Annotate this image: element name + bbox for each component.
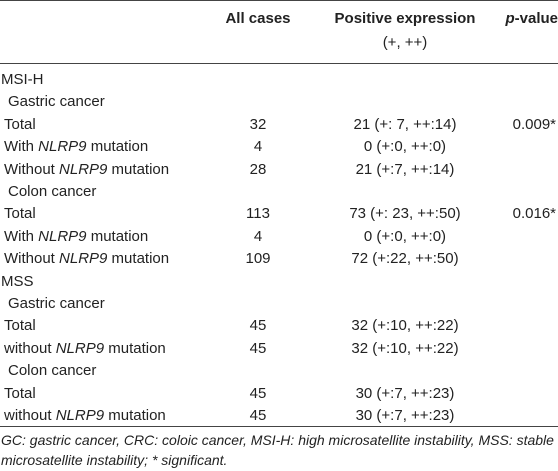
table-top-rule bbox=[0, 0, 558, 1]
table-row: Total 45 30 (+:7, ++:23) bbox=[0, 382, 558, 406]
cell-all-cases: 4 bbox=[253, 138, 263, 156]
header-p-rest: -value bbox=[514, 10, 558, 27]
row-label-suffix: mutation bbox=[86, 138, 149, 156]
cell-positive-expression: 73 (+: 23, ++:50) bbox=[349, 205, 461, 223]
row-label: Without NLRP9 mutation bbox=[4, 158, 169, 182]
row-label: MSI-H bbox=[1, 68, 44, 92]
table-row: MSI-H bbox=[0, 68, 558, 92]
table-row: MSS bbox=[0, 270, 558, 294]
row-label-suffix: mutation bbox=[107, 160, 170, 178]
row-label-text: Gastric cancer bbox=[8, 93, 105, 111]
header-all-cases: All cases bbox=[225, 10, 291, 27]
header-positive-line2: (+, ++) bbox=[382, 34, 428, 51]
row-label-suffix: mutation bbox=[86, 227, 149, 245]
cell-positive-expression: 0 (+:0, ++:0) bbox=[363, 138, 447, 156]
gene-name: NLRP9 bbox=[59, 250, 108, 268]
header-positive-line1: Positive expression bbox=[334, 10, 476, 27]
cell-positive-expression: 21 (+: 7, ++:14) bbox=[353, 115, 457, 133]
row-label: Total bbox=[4, 382, 36, 406]
cell-p-value: 0.009* bbox=[512, 115, 556, 133]
header-p-value: p-value bbox=[500, 7, 558, 31]
table-row: Gastric cancer bbox=[0, 292, 558, 316]
gene-name: NLRP9 bbox=[55, 407, 105, 424]
row-label: Gastric cancer bbox=[8, 90, 105, 114]
table-row: Without NLRP9 mutation 109 72 (+:22, ++:50… bbox=[0, 247, 558, 271]
header-bottom-rule bbox=[0, 63, 558, 64]
table-row: Colon cancer bbox=[0, 180, 558, 204]
gene-name: NLRP9 bbox=[38, 138, 87, 156]
cell-positive-expression: 21 (+:7, ++:14) bbox=[355, 160, 455, 178]
cell-all-cases: 45 bbox=[249, 339, 267, 357]
row-label: With NLRP9 mutation bbox=[4, 225, 148, 249]
row-label: Total bbox=[4, 202, 36, 226]
cell-all-cases: 4 bbox=[253, 227, 263, 245]
row-label: Colon cancer bbox=[8, 180, 96, 204]
cell-all-cases: 109 bbox=[245, 250, 271, 268]
row-label: without NLRP9 mutation bbox=[4, 337, 166, 361]
table-row: Total 32 21 (+: 7, ++:14) 0.009* bbox=[0, 113, 558, 137]
row-label-text: Total bbox=[4, 115, 36, 133]
table-row: without NLRP9 mutation 45 30 (+:7, ++:23) bbox=[0, 404, 558, 428]
row-label: without NLRP9 mutation bbox=[4, 404, 166, 428]
cell-all-cases: 28 bbox=[249, 160, 267, 178]
table-bottom-rule bbox=[0, 426, 558, 427]
cell-all-cases: 113 bbox=[246, 205, 270, 223]
table-row: Gastric cancer bbox=[0, 90, 558, 114]
cell-positive-expression: 72 (+:22, ++:50) bbox=[351, 250, 459, 268]
table-row: With NLRP9 mutation 4 0 (+:0, ++:0) bbox=[0, 135, 558, 159]
cell-all-cases: 45 bbox=[249, 384, 267, 402]
row-label-suffix: mutation bbox=[104, 339, 166, 357]
row-label: Without NLRP9 mutation bbox=[4, 247, 169, 271]
row-label-suffix: mutation bbox=[107, 250, 170, 268]
row-label: Colon cancer bbox=[8, 359, 96, 383]
header-p-italic: p bbox=[505, 10, 515, 27]
row-label: Total bbox=[4, 314, 36, 338]
row-label-suffix: mutation bbox=[104, 407, 166, 424]
row-label-text: With bbox=[4, 227, 39, 245]
cell-positive-expression: 32 (+:10, ++:22) bbox=[351, 317, 459, 335]
row-label-text: Total bbox=[4, 205, 36, 223]
cell-positive-expression: 30 (+:7, ++:23) bbox=[355, 407, 455, 424]
row-label-text: MSI-H bbox=[1, 71, 44, 88]
row-label-text: Colon cancer bbox=[8, 362, 97, 380]
cell-all-cases: 45 bbox=[249, 317, 267, 335]
row-label-text: Gastric cancer bbox=[8, 295, 105, 312]
row-label-text: Total bbox=[4, 317, 36, 335]
row-label-text: Without bbox=[4, 250, 60, 268]
row-label-text: Without bbox=[4, 160, 60, 178]
row-label-text: Total bbox=[4, 384, 36, 402]
row-label: MSS bbox=[1, 270, 34, 294]
cell-positive-expression: 0 (+:0, ++:0) bbox=[363, 227, 447, 245]
table-row: Total 113 73 (+: 23, ++:50) 0.016* bbox=[0, 202, 558, 226]
table-row: Total 45 32 (+:10, ++:22) bbox=[0, 314, 558, 338]
table-row: Without NLRP9 mutation 28 21 (+:7, ++:14) bbox=[0, 158, 558, 182]
row-label-text: MSS bbox=[1, 272, 34, 290]
cell-positive-expression: 30 (+:7, ++:23) bbox=[355, 384, 455, 402]
row-label: Total bbox=[4, 113, 36, 137]
cell-all-cases: 45 bbox=[249, 407, 267, 424]
gene-name: NLRP9 bbox=[38, 227, 87, 245]
gene-name: NLRP9 bbox=[59, 160, 108, 178]
row-label-text: without bbox=[4, 407, 56, 424]
table-footnote: GC: gastric cancer, CRC: coloic cancer, … bbox=[1, 432, 554, 468]
cell-p-value: 0.016* bbox=[512, 205, 556, 223]
table-row: With NLRP9 mutation 4 0 (+:0, ++:0) bbox=[0, 225, 558, 249]
row-label-text: Colon cancer bbox=[8, 183, 97, 200]
cell-positive-expression: 32 (+:10, ++:22) bbox=[351, 339, 459, 357]
row-label-text: With bbox=[4, 138, 39, 156]
row-label: Gastric cancer bbox=[8, 292, 105, 316]
header-positive-expression: Positive expression (+, ++) bbox=[310, 7, 500, 55]
gene-name: NLRP9 bbox=[55, 339, 105, 357]
cell-all-cases: 32 bbox=[249, 115, 267, 133]
row-label-text: without bbox=[4, 339, 56, 357]
table-row: without NLRP9 mutation 45 32 (+:10, ++:22) bbox=[0, 337, 558, 361]
row-label: With NLRP9 mutation bbox=[4, 135, 148, 159]
table-row: Colon cancer bbox=[0, 359, 558, 383]
